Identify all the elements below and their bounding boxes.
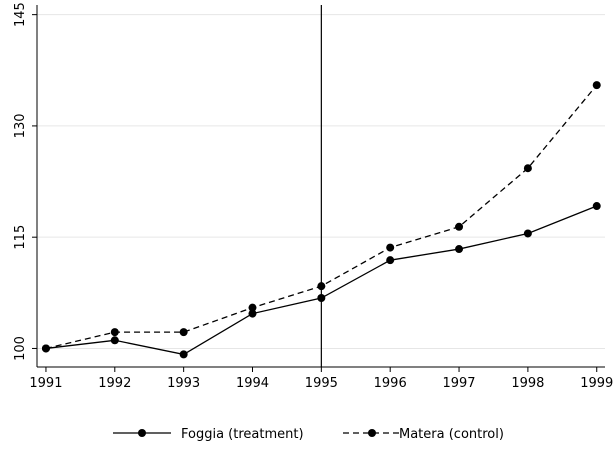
x-tick-label: 1994 bbox=[236, 376, 269, 391]
point bbox=[386, 256, 395, 265]
y-tick-label: 145 bbox=[13, 2, 28, 27]
x-tick-label: 1999 bbox=[580, 376, 613, 391]
point bbox=[110, 328, 119, 337]
legend-marker bbox=[138, 429, 146, 437]
point bbox=[317, 282, 326, 291]
legend-marker bbox=[368, 429, 376, 437]
point bbox=[455, 245, 464, 254]
x-tick-label: 1996 bbox=[374, 376, 407, 391]
y-tick-label: 100 bbox=[13, 336, 28, 361]
point bbox=[523, 164, 532, 173]
point bbox=[592, 202, 601, 211]
point bbox=[455, 222, 464, 231]
point bbox=[179, 328, 188, 337]
x-tick-label: 1993 bbox=[167, 376, 200, 391]
legend-label: Matera (control) bbox=[399, 427, 504, 442]
y-tick-label: 130 bbox=[13, 113, 28, 138]
point bbox=[248, 309, 257, 318]
x-tick-label: 1997 bbox=[442, 376, 475, 391]
point bbox=[179, 350, 188, 359]
x-tick-label: 1995 bbox=[305, 376, 338, 391]
point bbox=[110, 336, 119, 345]
y-tick-label: 115 bbox=[13, 225, 28, 250]
point bbox=[41, 344, 50, 353]
legend-label: Foggia (treatment) bbox=[181, 427, 304, 442]
point bbox=[523, 229, 532, 238]
point bbox=[317, 294, 326, 303]
x-tick-label: 1991 bbox=[29, 376, 62, 391]
point bbox=[592, 81, 601, 90]
point bbox=[248, 303, 257, 312]
x-tick-label: 1998 bbox=[511, 376, 544, 391]
x-tick-label: 1992 bbox=[98, 376, 131, 391]
point bbox=[386, 243, 395, 252]
